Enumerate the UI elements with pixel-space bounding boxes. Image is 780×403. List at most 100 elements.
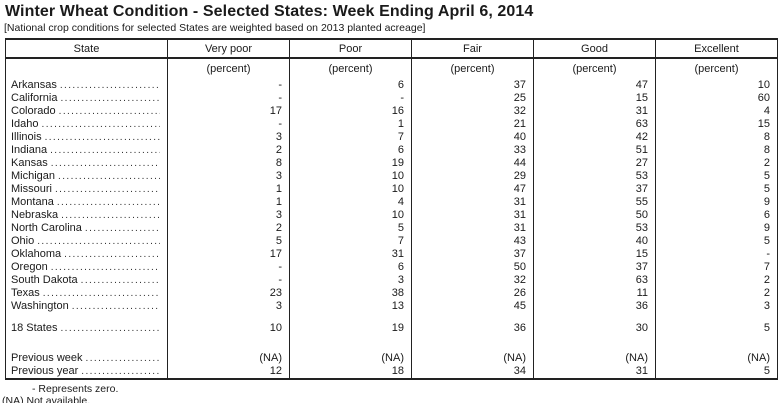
state-cell: Previous week xyxy=(6,352,168,365)
value-cell: 47 xyxy=(411,183,534,196)
condition-table: State Very poor Poor Fair Good Excellent (per… xyxy=(5,38,778,380)
value-cell: 10 xyxy=(289,209,412,222)
value-cell: 5 xyxy=(655,170,778,183)
state-cell: Previous year xyxy=(6,365,168,379)
dot-leader xyxy=(43,287,160,300)
value-cell: - xyxy=(167,274,290,287)
value-cell: 8 xyxy=(655,144,778,157)
state-label: Indiana xyxy=(11,144,48,156)
value-cell: (NA) xyxy=(289,352,412,365)
state-label: Previous year xyxy=(11,365,79,377)
state-label: Texas xyxy=(11,287,40,299)
value-cell: 55 xyxy=(533,196,656,209)
state-cell: California xyxy=(6,92,168,105)
state-label: Oregon xyxy=(11,261,48,273)
value-cell: 51 xyxy=(533,144,656,157)
column-header-very-poor: Very poor xyxy=(167,39,290,59)
value-cell: 19 xyxy=(289,157,412,170)
unit-cell: (percent) xyxy=(167,58,290,79)
value-cell: 10 xyxy=(167,322,290,335)
value-cell: 63 xyxy=(533,118,656,131)
state-label: Illinois xyxy=(11,131,42,143)
value-cell: 27 xyxy=(533,157,656,170)
value-cell: 2 xyxy=(167,144,290,157)
value-cell: 10 xyxy=(655,79,778,92)
spacer-cell xyxy=(167,335,290,352)
value-cell: 16 xyxy=(289,105,412,118)
value-cell: 31 xyxy=(411,209,534,222)
value-cell: 8 xyxy=(167,157,290,170)
footnote-represents-zero: - Represents zero. xyxy=(32,383,119,395)
column-header-excellent: Excellent xyxy=(655,39,778,59)
column-header-fair: Fair xyxy=(411,39,534,59)
value-cell: 63 xyxy=(533,274,656,287)
dot-leader xyxy=(50,144,160,157)
value-cell: 9 xyxy=(655,196,778,209)
state-cell: Oklahoma xyxy=(6,248,168,261)
table-body: Arkansas-6374710California--251560Colora… xyxy=(6,79,778,379)
value-cell: (NA) xyxy=(655,352,778,365)
state-cell: South Dakota xyxy=(6,274,168,287)
value-cell: 31 xyxy=(289,248,412,261)
state-cell: Idaho xyxy=(6,118,168,131)
state-cell: Ohio xyxy=(6,235,168,248)
value-cell: 40 xyxy=(533,235,656,248)
value-cell: 31 xyxy=(411,222,534,235)
state-label: Idaho xyxy=(11,118,39,130)
value-cell: 42 xyxy=(533,131,656,144)
state-label: South Dakota xyxy=(11,274,78,286)
value-cell: 37 xyxy=(533,183,656,196)
dot-leader xyxy=(60,79,160,92)
table-row: Washington31345363 xyxy=(6,300,778,313)
unit-cell: (percent) xyxy=(411,58,534,79)
spacer-row xyxy=(6,335,778,352)
value-cell: 6 xyxy=(289,144,412,157)
dot-leader xyxy=(51,261,160,274)
spacer-cell xyxy=(533,335,656,352)
value-cell: 37 xyxy=(533,261,656,274)
spacer-cell xyxy=(411,335,534,352)
value-cell: 10 xyxy=(289,183,412,196)
value-cell: 3 xyxy=(167,209,290,222)
value-cell: 10 xyxy=(289,170,412,183)
state-cell: Texas xyxy=(6,287,168,300)
value-cell: 11 xyxy=(533,287,656,300)
spacer-row xyxy=(6,313,778,322)
value-cell: 31 xyxy=(533,365,656,379)
state-label: North Carolina xyxy=(11,222,82,234)
value-cell: - xyxy=(167,79,290,92)
value-cell: 18 xyxy=(289,365,412,379)
value-cell: 5 xyxy=(655,183,778,196)
dot-leader xyxy=(61,209,160,222)
value-cell: 44 xyxy=(411,157,534,170)
value-cell: 7 xyxy=(289,131,412,144)
dot-leader xyxy=(42,118,160,131)
state-label: Previous week xyxy=(11,352,83,364)
value-cell: 60 xyxy=(655,92,778,105)
state-cell: 18 States xyxy=(6,322,168,335)
value-cell: 43 xyxy=(411,235,534,248)
state-label: California xyxy=(11,92,58,104)
state-cell: Indiana xyxy=(6,144,168,157)
dot-leader xyxy=(58,170,160,183)
unit-cell: (percent) xyxy=(655,58,778,79)
value-cell: 37 xyxy=(411,248,534,261)
page-title: Winter Wheat Condition - Selected States… xyxy=(5,3,534,20)
value-cell: 26 xyxy=(411,287,534,300)
value-cell: 40 xyxy=(411,131,534,144)
spacer-cell xyxy=(6,335,168,352)
value-cell: - xyxy=(167,92,290,105)
footnotes: - Represents zero. (NA) Not available. xyxy=(2,383,780,403)
value-cell: 9 xyxy=(655,222,778,235)
value-cell: 37 xyxy=(411,79,534,92)
value-cell: 6 xyxy=(289,79,412,92)
value-cell: 5 xyxy=(655,322,778,335)
value-cell: 17 xyxy=(167,105,290,118)
state-cell: Missouri xyxy=(6,183,168,196)
